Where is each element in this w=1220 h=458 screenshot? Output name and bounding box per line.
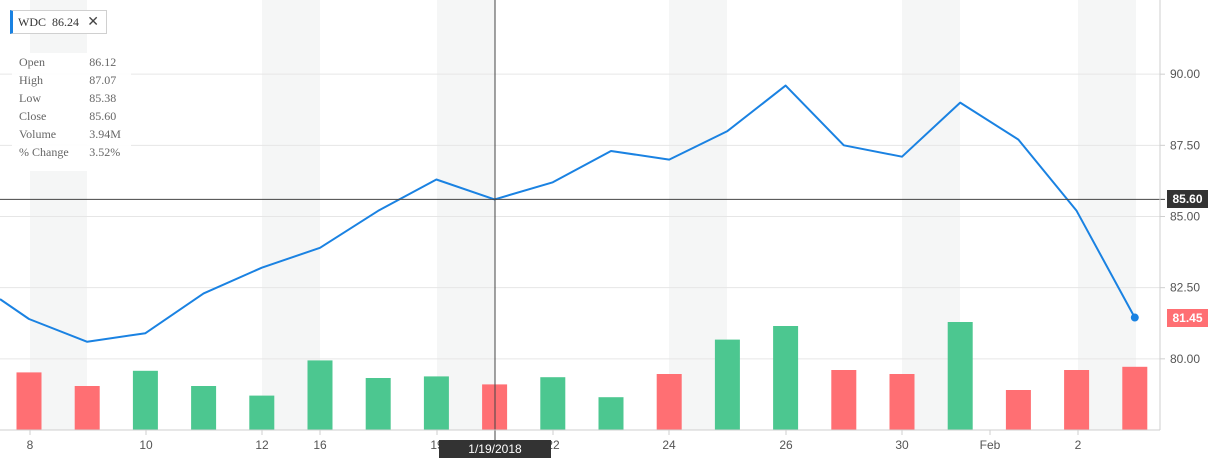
symbol-price: 86.24 bbox=[52, 14, 79, 29]
ohlc-row-volume: Volume 3.94M bbox=[12, 125, 131, 143]
x-tick-label: 24 bbox=[662, 438, 676, 452]
volume-bar bbox=[249, 395, 275, 430]
volume-bar bbox=[947, 322, 973, 430]
x-tick-label: 8 bbox=[27, 438, 34, 452]
crosshair-price-label: 85.60 bbox=[1167, 190, 1208, 209]
ohlc-value: 3.52% bbox=[89, 145, 121, 159]
x-tick-label: 16 bbox=[313, 438, 327, 452]
volume-bar bbox=[1122, 366, 1148, 430]
y-axis-ticks: 80.00 82.50 85.00 87.50 90.00 bbox=[1160, 67, 1200, 366]
ohlc-row-change: % Change 3.52% bbox=[12, 143, 131, 161]
close-icon[interactable]: ✕ bbox=[87, 14, 99, 30]
y-tick-label: 82.50 bbox=[1170, 281, 1200, 295]
volume-bar bbox=[831, 370, 857, 430]
symbol-label: WDC bbox=[18, 14, 46, 29]
week-band bbox=[437, 0, 495, 430]
crosshair-date-label: 1/19/2018 bbox=[439, 440, 551, 458]
x-axis-ticks: 8 10 12 16 19 22 24 26 30 Feb 2 bbox=[27, 430, 1082, 452]
y-tick-label: 80.00 bbox=[1170, 352, 1200, 366]
volume-bar bbox=[1064, 370, 1090, 430]
volume-bar bbox=[74, 386, 100, 430]
volume-bars bbox=[16, 322, 1148, 430]
volume-bar bbox=[16, 372, 42, 430]
x-tick-label: Feb bbox=[980, 438, 1001, 452]
volume-bar bbox=[656, 374, 682, 430]
ohlc-value: 87.07 bbox=[89, 73, 117, 87]
ohlc-value: 86.12 bbox=[89, 55, 117, 69]
volume-bar bbox=[423, 376, 449, 430]
ohlc-label: % Change bbox=[19, 145, 69, 159]
volume-bar bbox=[773, 326, 799, 430]
ohlc-value: 85.38 bbox=[89, 91, 117, 105]
x-tick-label: 2 bbox=[1075, 438, 1082, 452]
ohlc-label: Volume bbox=[19, 127, 57, 141]
ohlc-row-close: Close 85.60 bbox=[12, 107, 131, 125]
ohlc-label: Low bbox=[19, 91, 41, 105]
last-price-point bbox=[1130, 313, 1139, 322]
ohlc-label: Open bbox=[19, 55, 45, 69]
volume-bar bbox=[191, 386, 217, 430]
ohlc-row-low: Low 85.38 bbox=[12, 89, 131, 107]
y-tick-label: 85.00 bbox=[1170, 210, 1200, 224]
ohlc-label: Close bbox=[19, 109, 47, 123]
y-tick-label: 87.50 bbox=[1170, 138, 1200, 152]
ohlc-row-high: High 87.07 bbox=[12, 71, 131, 89]
x-tick-label: 10 bbox=[139, 438, 153, 452]
price-line bbox=[0, 84, 1136, 343]
x-tick-label: 12 bbox=[255, 438, 269, 452]
symbol-legend: WDC 86.24 ✕ bbox=[10, 10, 107, 34]
ohlc-row-open: Open 86.12 bbox=[12, 53, 131, 71]
volume-bar bbox=[307, 360, 333, 430]
volume-bar bbox=[1005, 390, 1031, 430]
ohlc-tooltip: Open 86.12 High 87.07 Low 85.38 Close 85.60 … bbox=[12, 53, 131, 171]
volume-bar bbox=[365, 378, 391, 430]
y-tick-label: 90.00 bbox=[1170, 67, 1200, 81]
ohlc-value: 3.94M bbox=[89, 127, 121, 141]
volume-bar bbox=[598, 397, 624, 430]
volume-bar bbox=[714, 339, 740, 430]
week-band bbox=[1078, 0, 1136, 430]
x-tick-label: 30 bbox=[895, 438, 909, 452]
ohlc-value: 85.60 bbox=[89, 109, 117, 123]
x-tick-label: 26 bbox=[779, 438, 793, 452]
ohlc-label: High bbox=[19, 73, 43, 87]
gridlines bbox=[0, 73, 1160, 360]
volume-bar bbox=[889, 374, 915, 430]
last-price-label: 81.45 bbox=[1167, 308, 1208, 327]
volume-bar bbox=[540, 377, 566, 430]
volume-bar bbox=[132, 370, 158, 430]
